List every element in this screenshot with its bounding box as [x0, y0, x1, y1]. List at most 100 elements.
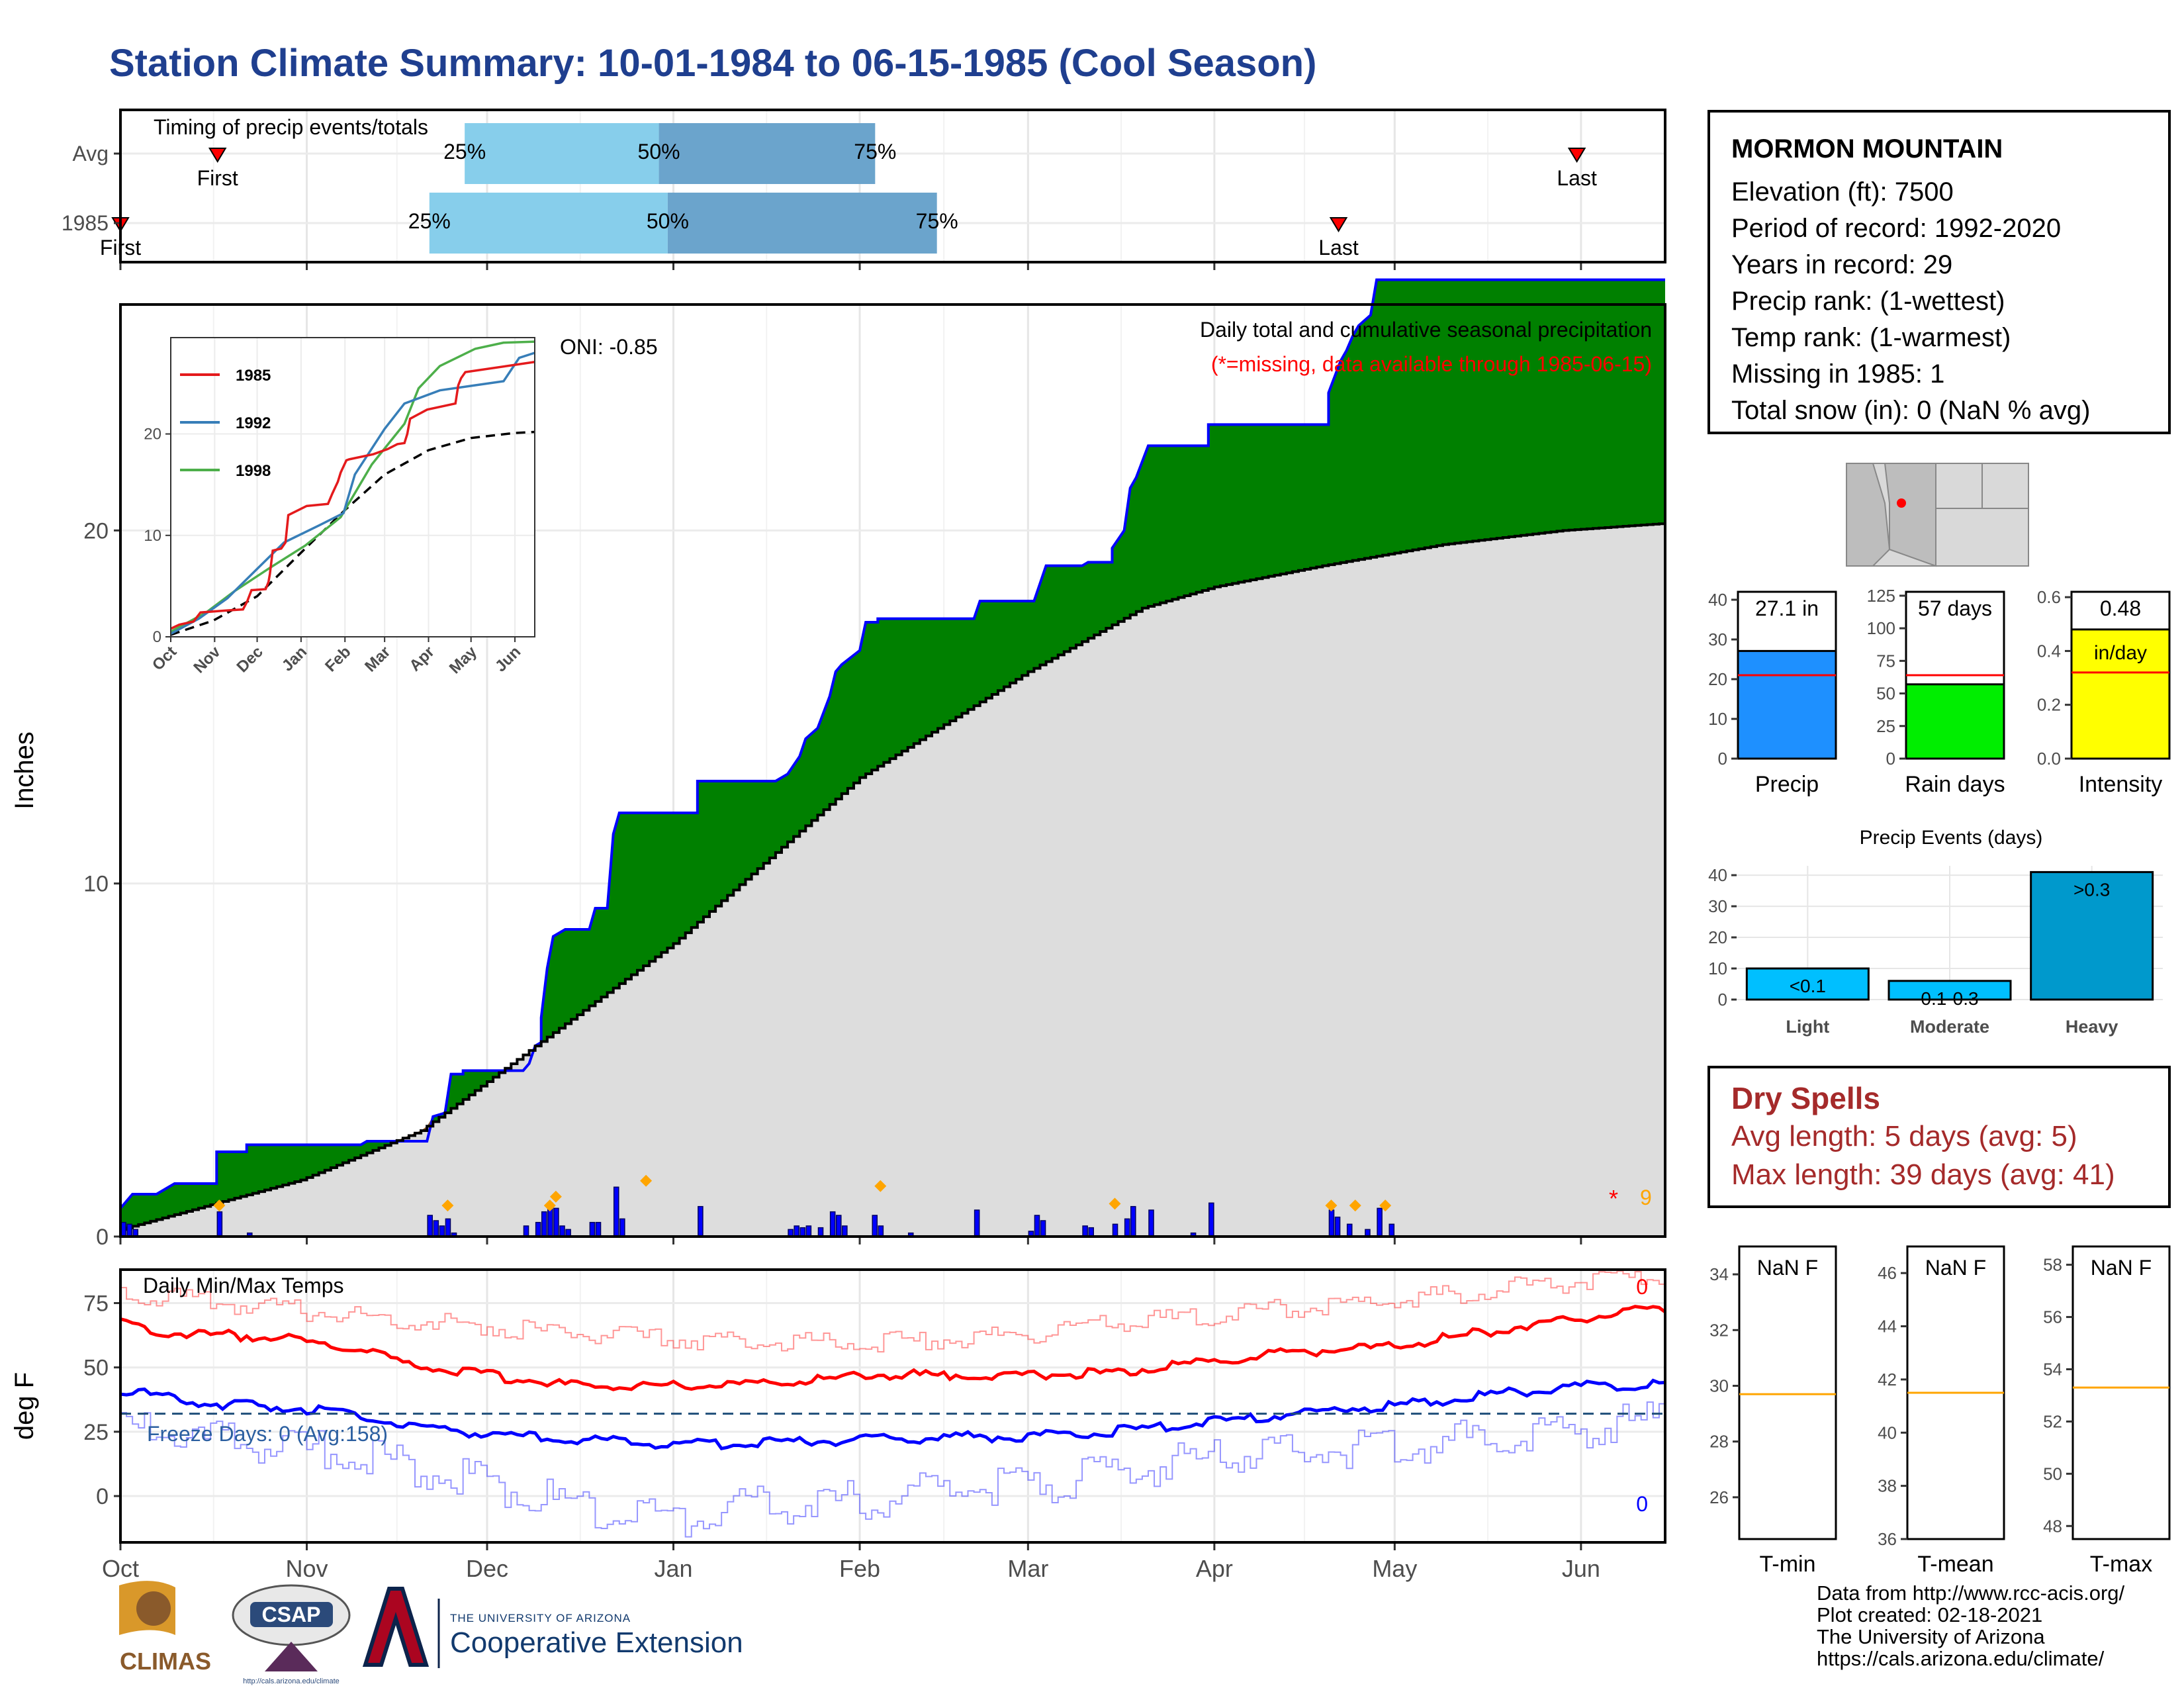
- climas-logo-text: CLIMAS: [120, 1648, 211, 1675]
- events-tick-label: 20: [1708, 927, 1727, 947]
- daily-precip-bar: [559, 1225, 565, 1237]
- dry-spells-avg: Avg length: 5 days (avg: 5): [1731, 1120, 2077, 1152]
- daily-precip-bar: [1082, 1225, 1088, 1237]
- csap-logo-text: CSAP: [262, 1603, 321, 1626]
- last-marker: [1567, 148, 1586, 163]
- mini-bar-label: Rain days: [1905, 772, 2005, 797]
- inset-frame: [170, 337, 535, 637]
- record-marker: [1325, 1199, 1338, 1212]
- dry-spells-title: Dry Spells: [1731, 1081, 1880, 1115]
- daily-precip-bar: [1388, 1223, 1395, 1237]
- inset-series-1992: [170, 352, 535, 635]
- temp-summary-tick-label: 34: [1709, 1264, 1729, 1284]
- y-tick-label: 20: [83, 518, 109, 543]
- daily-precip-bar: [1124, 1218, 1130, 1237]
- temp-summary-tick-label: 30: [1709, 1376, 1729, 1395]
- iqr-low-bar: [429, 193, 668, 254]
- mini-bar-tick-label: 40: [1708, 590, 1727, 610]
- events-bar: [2030, 870, 2154, 1001]
- daily-precip-bar: [553, 1207, 559, 1237]
- temp-summary-tick-label: 40: [1878, 1423, 1897, 1442]
- daily-precip-bar: [1208, 1202, 1214, 1237]
- temp-summary-tick-label: 46: [1878, 1263, 1897, 1283]
- info-line: Years in record: 29: [1731, 250, 1953, 279]
- temp-summary-label: T-max: [2090, 1552, 2152, 1577]
- temp-summary-value: NaN F: [2091, 1256, 2152, 1280]
- coop-extension-logo-text: THE UNIVERSITY OF ARIZONA Cooperative Ex…: [450, 1612, 743, 1660]
- month-label: Jun: [1562, 1555, 1600, 1582]
- daily-precip-bar: [120, 1221, 126, 1237]
- temp-summary-tick-label: 48: [2043, 1516, 2062, 1536]
- precip-frame: [119, 303, 1666, 1238]
- mini-bar-tick-label: 0.6: [2037, 587, 2061, 607]
- temp-summary-value: NaN F: [1925, 1256, 1986, 1280]
- station-name: MORMON MOUNTAIN: [1731, 134, 2003, 164]
- missing-note: (*=missing, data available through 1985-…: [1211, 352, 1652, 376]
- daily-precip-bar: [794, 1225, 799, 1237]
- missing-star: *: [1609, 1185, 1618, 1212]
- mini-bar-tick-label: 10: [1708, 709, 1727, 729]
- events-bar-label: 0.1-0.3: [1921, 988, 1978, 1009]
- mini-bar: [1737, 649, 1837, 760]
- precip-y-label: Inches: [10, 731, 39, 810]
- temp-summary-tick-label: 52: [2043, 1411, 2062, 1431]
- month-label: Feb: [839, 1555, 880, 1582]
- precip-caption: Daily total and cumulative seasonal prec…: [1200, 318, 1652, 342]
- last-marker-label: Last: [1318, 236, 1359, 259]
- events-bar-label: <0.1: [1790, 976, 1826, 996]
- oni-label: ONI: -0.85: [560, 335, 658, 359]
- events-bar: [1745, 967, 1870, 1001]
- daily-precip-bar: [541, 1211, 547, 1237]
- info-line: Temp rank: (1-warmest): [1731, 323, 2011, 352]
- mini-bar-tick-label: 0.2: [2037, 695, 2061, 715]
- month-label: Dec: [466, 1555, 508, 1582]
- ua-name: THE UNIVERSITY OF ARIZONA: [450, 1612, 631, 1624]
- mini-bar-unit: in/day: [2094, 642, 2147, 664]
- iqr-low-bar: [465, 123, 659, 184]
- daily-precip-bar: [1346, 1223, 1353, 1237]
- max-record-count: 0: [1636, 1275, 1648, 1299]
- daily-precip-bar: [589, 1221, 596, 1237]
- normal-precip-area: [120, 523, 1665, 1237]
- record-min-line: [120, 1401, 1666, 1538]
- month-label: Apr: [1196, 1555, 1233, 1582]
- daily-precip-bar: [216, 1211, 223, 1237]
- record-marker: [543, 1199, 556, 1212]
- daily-precip-bar: [1034, 1215, 1040, 1237]
- inset-y-tick-label: 0: [153, 628, 161, 646]
- season-summary-bars: 27.1 in 0 10 20 30 40 Precip 57 days 0 25 50 75 100 1…: [1708, 586, 2171, 797]
- events-bar-label: >0.3: [2073, 879, 2110, 900]
- normal-precip-line: [120, 522, 1666, 1231]
- temp-summary-tick-label: 50: [2043, 1464, 2062, 1483]
- cumulative-precip-line: [119, 278, 1665, 1209]
- timing-frame: [119, 109, 1666, 263]
- first-marker: [208, 148, 227, 163]
- last-marker: [1329, 217, 1348, 232]
- record-marker: [874, 1180, 887, 1192]
- legend-label: 1998: [236, 462, 271, 480]
- month-label: May: [1372, 1555, 1417, 1582]
- p75-label: 75%: [854, 140, 896, 164]
- y-tick-label: 0: [96, 1225, 109, 1250]
- station-info-box: MORMON MOUNTAIN Elevation (ft): 7500 Per…: [1707, 110, 2171, 434]
- logos: CLIMAS CSAP http://cals.arizona.edu/climat…: [119, 1581, 440, 1685]
- temperature-summary-bars: NaN F 26 28 30 32 34 T-min NaN F 36 38 40 42 44 46 T-m…: [1709, 1245, 2171, 1577]
- y-tick-label: 75: [83, 1291, 109, 1317]
- mini-bar-tick-label: 20: [1708, 669, 1727, 689]
- legend-label: 1985: [236, 367, 271, 385]
- temp-frame: [119, 1268, 1666, 1544]
- station-location-marker: [1897, 498, 1906, 508]
- y-tick-label: 50: [83, 1356, 109, 1381]
- y-tick-label: 10: [83, 872, 109, 897]
- credit-line: https://cals.arizona.edu/climate/: [1817, 1647, 2105, 1670]
- timing-row-label: 1985: [62, 211, 109, 235]
- temp-summary-tick-label: 38: [1878, 1476, 1897, 1496]
- coop-extension-name: Cooperative Extension: [450, 1626, 743, 1659]
- inset-normal-line: [170, 430, 535, 636]
- missing-count: 9: [1640, 1186, 1652, 1209]
- info-line: Total snow (in): 0 (NaN % avg): [1731, 396, 2091, 425]
- credit-line: The University of Arizona: [1817, 1625, 2045, 1648]
- temperature-panel: 0 25 50 75 Daily Min/Max Temps Freeze Days: 0…: [10, 1268, 1666, 1582]
- month-label: Oct: [102, 1555, 139, 1582]
